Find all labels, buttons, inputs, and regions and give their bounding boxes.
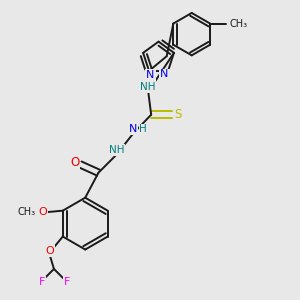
Text: O: O — [70, 157, 80, 169]
Text: CH₃: CH₃ — [17, 207, 35, 217]
Text: N: N — [160, 70, 169, 80]
Text: CH₃: CH₃ — [230, 19, 248, 28]
Text: F: F — [39, 277, 45, 287]
Text: F: F — [64, 277, 70, 287]
Text: H: H — [140, 124, 147, 134]
Text: O: O — [45, 246, 54, 256]
Text: N: N — [129, 124, 137, 134]
Text: O: O — [39, 207, 47, 217]
Text: NH: NH — [140, 82, 155, 92]
Text: N: N — [146, 70, 155, 80]
Text: S: S — [175, 108, 182, 121]
Text: NH: NH — [109, 145, 124, 155]
